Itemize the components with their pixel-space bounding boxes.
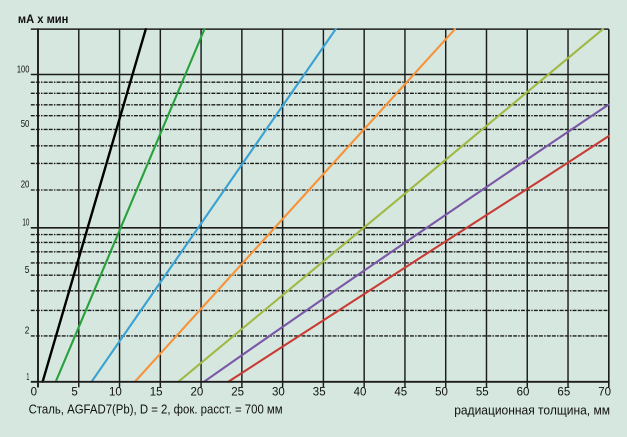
svg-text:45: 45 [394, 387, 407, 399]
svg-text:Сталь, AGFAD7(Pb), D = 2, фок.: Сталь, AGFAD7(Pb), D = 2, фок. расст. = … [29, 402, 283, 417]
svg-text:5: 5 [25, 264, 30, 276]
svg-text:мА х мин: мА х мин [18, 12, 69, 26]
svg-text:20: 20 [190, 387, 203, 399]
svg-text:2: 2 [25, 325, 30, 337]
svg-text:100: 100 [17, 64, 30, 76]
svg-text:1: 1 [26, 371, 29, 383]
svg-text:25: 25 [231, 387, 244, 399]
svg-text:60: 60 [517, 387, 530, 399]
svg-text:10: 10 [22, 216, 29, 228]
svg-text:50: 50 [435, 387, 448, 399]
svg-text:40: 40 [354, 387, 367, 399]
svg-text:20: 20 [21, 178, 30, 190]
svg-text:55: 55 [476, 387, 489, 399]
svg-text:0: 0 [31, 387, 37, 399]
svg-text:15: 15 [150, 387, 163, 399]
svg-text:35: 35 [313, 387, 326, 399]
svg-text:5: 5 [71, 387, 77, 399]
svg-text:10: 10 [109, 387, 122, 399]
svg-text:70: 70 [598, 387, 611, 399]
svg-text:50: 50 [21, 118, 30, 130]
svg-text:радиационная толщина, мм: радиационная толщина, мм [454, 402, 610, 417]
svg-text:30: 30 [272, 387, 285, 399]
svg-text:65: 65 [557, 387, 570, 399]
